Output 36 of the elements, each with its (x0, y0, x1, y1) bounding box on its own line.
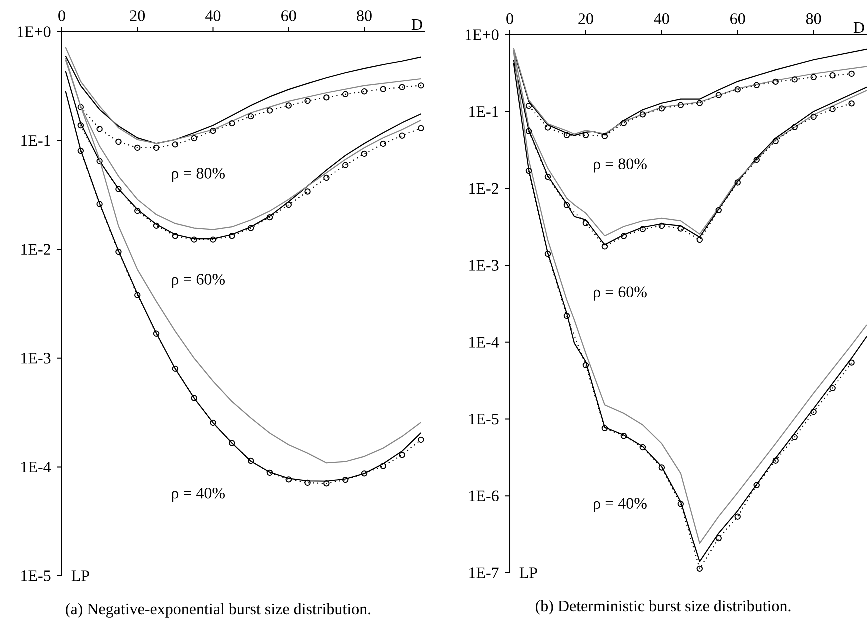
y-tick-label: 1E-5 (22, 570, 51, 582)
x-tick-label: 20 (130, 10, 146, 22)
x-tick-label: 80 (806, 14, 822, 24)
x-tick-label: 60 (282, 10, 296, 22)
annotation: ρ = 80% (172, 168, 225, 182)
y-tick-label: 1E-2 (22, 244, 50, 255)
annotation: LP (72, 570, 90, 582)
text: (b) Deterministic burst size distribution. (536, 600, 791, 615)
x-tick-label: 20 (578, 14, 594, 24)
x-tick-label: 40 (206, 10, 221, 22)
annotation: LP (520, 568, 538, 578)
y-tick-label: 1E-4 (22, 462, 52, 472)
y-tick-label: 1E-3 (22, 353, 51, 364)
annotation: ρ = 60% (594, 286, 647, 301)
y-tick-label: 1E-2 (470, 183, 498, 194)
y-tick-label: 1E-3 (470, 260, 499, 271)
annotation: ρ = 40% (594, 498, 647, 512)
y-tick-label: 1E-6 (470, 490, 499, 502)
y-tick-label: 1E+0 (18, 26, 51, 38)
y-tick-label: 1E-4 (470, 337, 500, 348)
x-tick-label: 40 (654, 14, 670, 24)
y-tick-label: 1E-1 (470, 106, 498, 118)
x-axis-title: D (412, 20, 422, 30)
x-tick-label: 0 (58, 10, 66, 22)
text: (a) Negative-exponential burst size distribution. (66, 603, 371, 618)
annotation: ρ = 60% (172, 274, 225, 288)
y-tick-label: 1E-7 (470, 568, 499, 578)
annotation: ρ = 80% (594, 158, 647, 173)
x-tick-label: 80 (357, 10, 372, 22)
annotation: ρ = 40% (172, 488, 225, 502)
y-tick-label: 1E-5 (470, 414, 499, 425)
x-axis-title: D (854, 22, 864, 34)
x-tick-label: 0 (506, 14, 514, 24)
y-tick-label: 1E+0 (466, 30, 499, 40)
x-tick-label: 60 (730, 14, 746, 24)
y-tick-label: 1E-1 (22, 136, 50, 146)
